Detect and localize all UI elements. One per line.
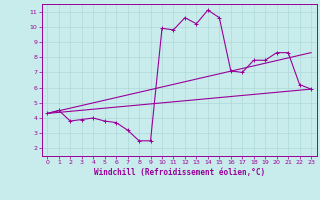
X-axis label: Windchill (Refroidissement éolien,°C): Windchill (Refroidissement éolien,°C) xyxy=(94,168,265,177)
